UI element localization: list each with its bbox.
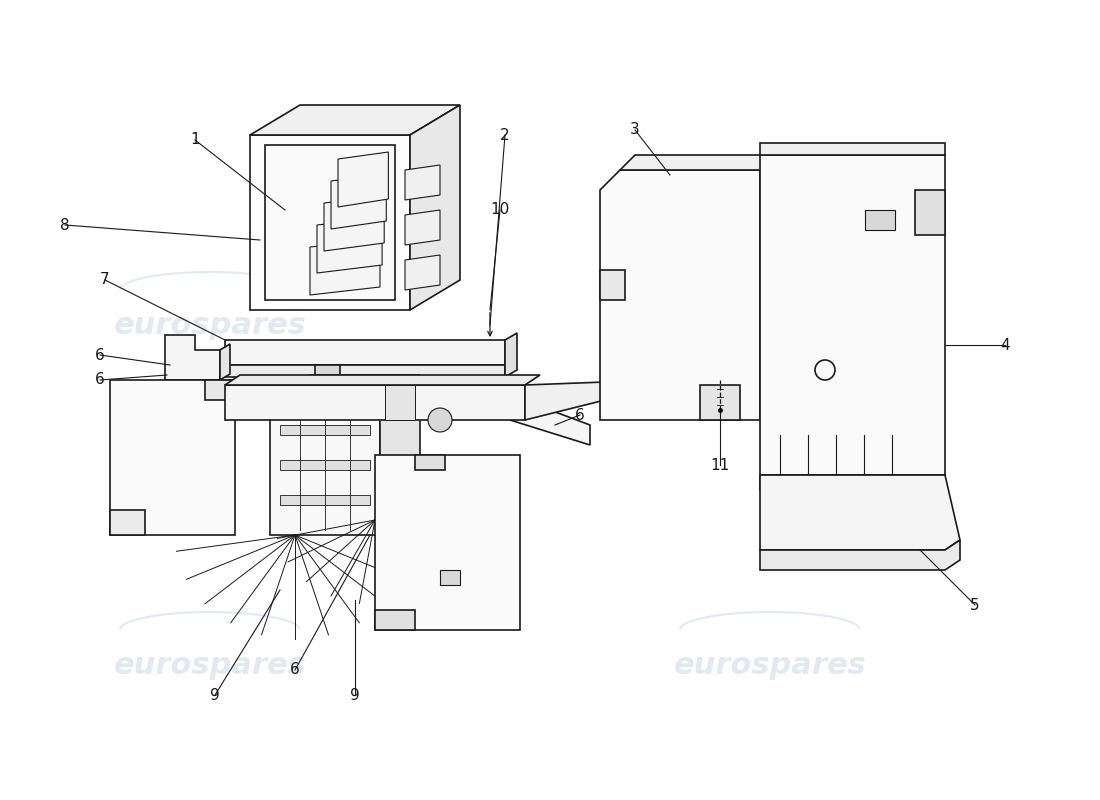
Text: 6: 6 — [95, 373, 104, 387]
Polygon shape — [110, 510, 145, 535]
Polygon shape — [270, 395, 380, 535]
Text: 11: 11 — [711, 458, 729, 473]
Polygon shape — [415, 455, 446, 470]
Text: 6: 6 — [290, 662, 300, 678]
Polygon shape — [226, 385, 525, 420]
Text: 7: 7 — [100, 273, 110, 287]
Polygon shape — [250, 135, 410, 310]
Polygon shape — [410, 105, 460, 310]
Polygon shape — [620, 155, 776, 170]
Circle shape — [428, 408, 452, 432]
Polygon shape — [110, 380, 235, 535]
Polygon shape — [280, 495, 370, 505]
Text: 6: 6 — [575, 407, 585, 422]
Polygon shape — [915, 190, 945, 235]
Polygon shape — [600, 170, 760, 420]
Polygon shape — [700, 385, 740, 420]
Polygon shape — [324, 196, 384, 251]
Text: 10: 10 — [491, 202, 509, 218]
Polygon shape — [310, 240, 380, 295]
Polygon shape — [317, 218, 382, 273]
Text: 6: 6 — [95, 347, 104, 362]
Polygon shape — [375, 455, 520, 630]
Polygon shape — [865, 210, 895, 230]
Text: 9: 9 — [350, 687, 360, 702]
Polygon shape — [525, 382, 605, 420]
Polygon shape — [331, 174, 386, 229]
Polygon shape — [226, 375, 540, 385]
Polygon shape — [379, 375, 420, 535]
Polygon shape — [226, 340, 505, 365]
Text: 2: 2 — [500, 127, 509, 142]
Text: eurospares: eurospares — [113, 310, 307, 339]
Polygon shape — [510, 394, 522, 420]
Polygon shape — [405, 255, 440, 290]
Polygon shape — [375, 610, 415, 630]
Polygon shape — [338, 152, 388, 207]
Text: eurospares: eurospares — [673, 310, 867, 339]
Polygon shape — [760, 155, 945, 475]
Text: 9: 9 — [210, 687, 220, 702]
Text: 8: 8 — [60, 218, 69, 233]
Polygon shape — [405, 165, 440, 200]
Text: 3: 3 — [630, 122, 640, 138]
Polygon shape — [250, 105, 460, 135]
Text: 5: 5 — [970, 598, 980, 613]
Polygon shape — [405, 210, 440, 245]
Polygon shape — [315, 365, 340, 377]
Polygon shape — [600, 270, 625, 300]
Polygon shape — [760, 475, 960, 550]
Text: eurospares: eurospares — [113, 650, 307, 679]
Polygon shape — [760, 540, 960, 570]
Polygon shape — [510, 395, 590, 445]
Polygon shape — [226, 365, 505, 377]
Text: 1: 1 — [190, 133, 200, 147]
Polygon shape — [315, 377, 340, 385]
Polygon shape — [280, 425, 370, 435]
Polygon shape — [280, 460, 370, 470]
Polygon shape — [270, 375, 420, 395]
Polygon shape — [505, 333, 517, 377]
Polygon shape — [760, 475, 945, 490]
Polygon shape — [440, 570, 460, 585]
Text: eurospares: eurospares — [673, 650, 867, 679]
Polygon shape — [165, 335, 220, 380]
Polygon shape — [385, 385, 415, 420]
Polygon shape — [265, 145, 395, 300]
Polygon shape — [760, 143, 945, 155]
Text: 4: 4 — [1000, 338, 1010, 353]
Polygon shape — [205, 380, 235, 400]
Polygon shape — [220, 344, 230, 380]
